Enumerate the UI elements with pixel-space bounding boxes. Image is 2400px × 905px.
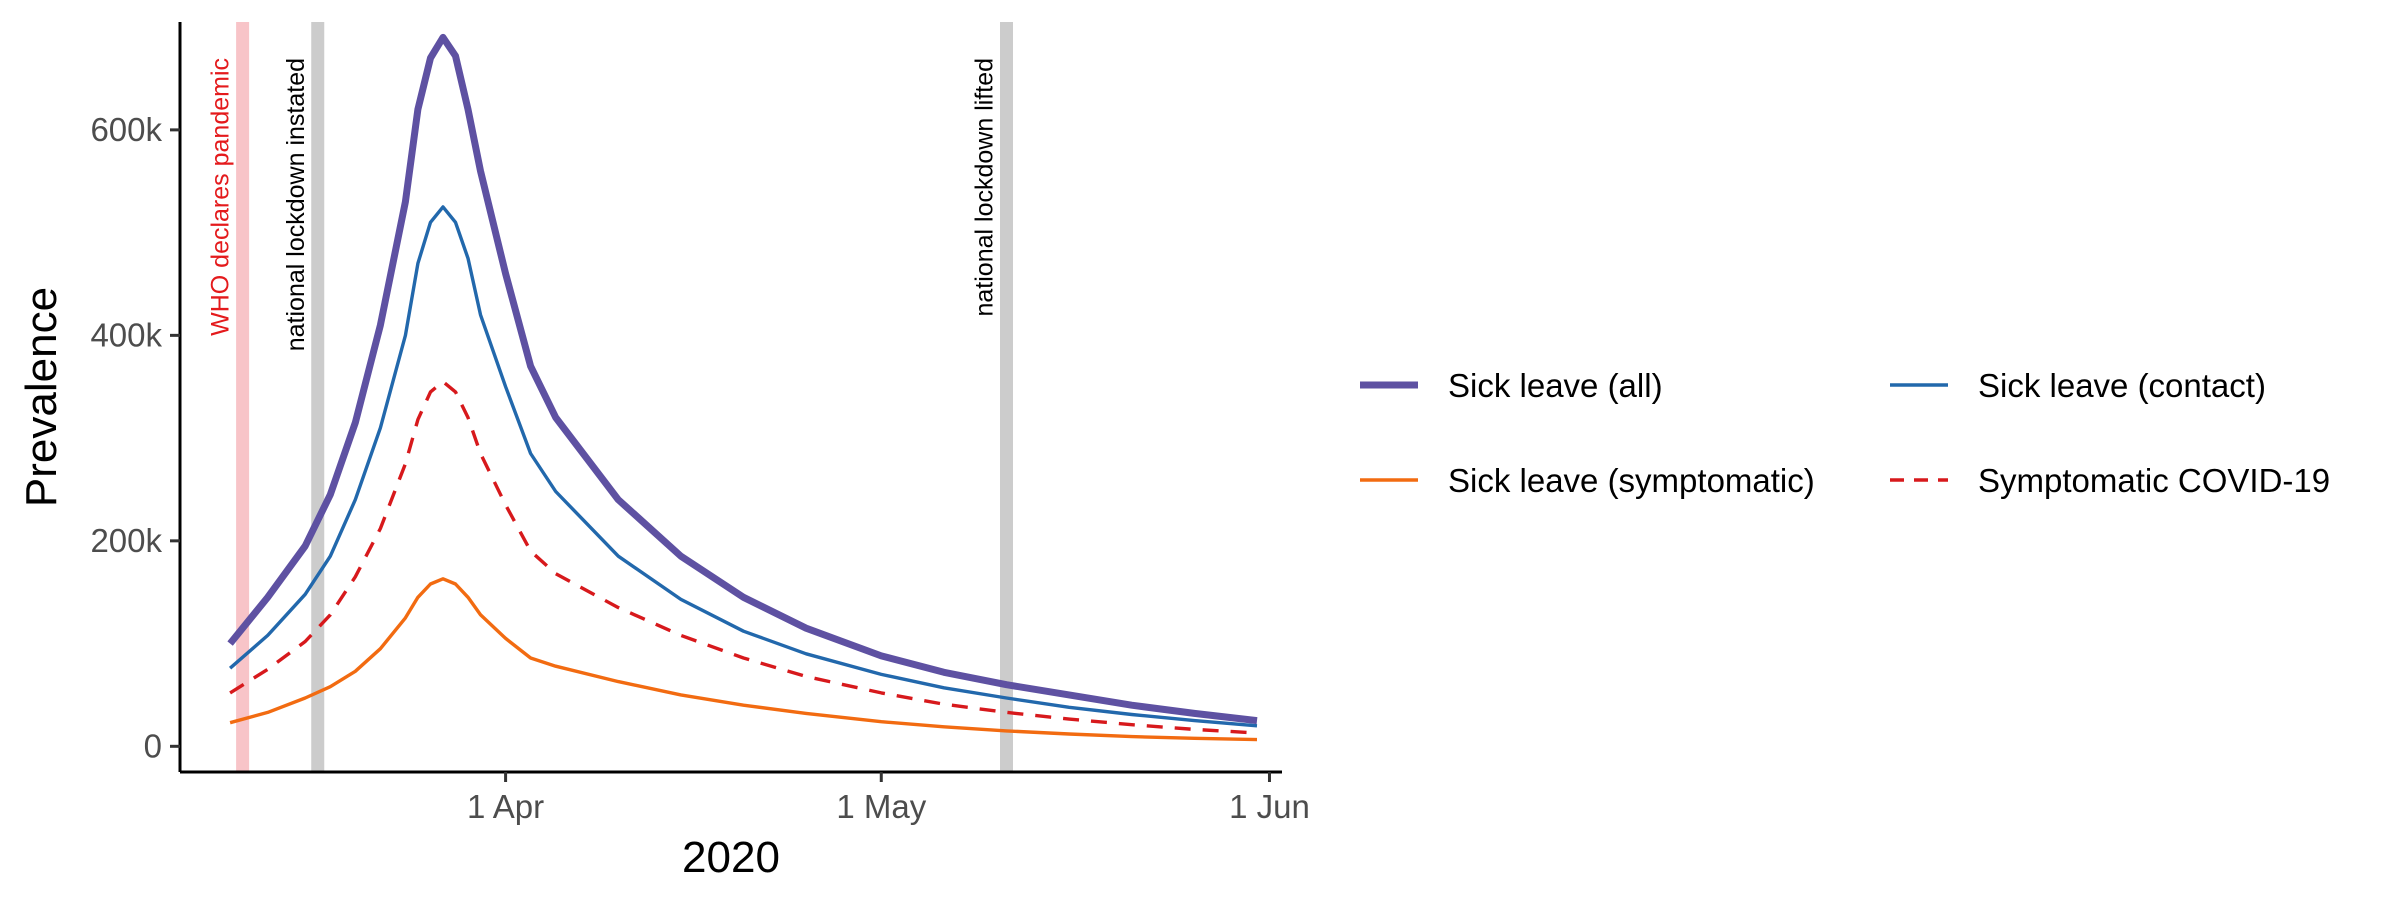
x-tick-label-0: 1 Apr (467, 788, 544, 825)
legend-item-1: Sick leave (contact) (1890, 367, 2266, 404)
legend-label-2: Sick leave (symptomatic) (1448, 462, 1815, 499)
series-line-3 (229, 379, 1258, 735)
legend-item-3: Symptomatic COVID-19 (1890, 462, 2330, 499)
y-tick-label-3: 600k (90, 111, 162, 148)
y-tick-label-2: 400k (90, 316, 162, 353)
y-tick-label-1: 200k (90, 522, 162, 559)
legend-item-0: Sick leave (all) (1360, 367, 1663, 404)
axes: 0 200k 400k 600k 1 Apr 1 May 1 Jun 2020 Prevalen… (17, 22, 1310, 882)
event-line-label-0: WHO declares pandemic (207, 58, 235, 336)
legend-label-1: Sick leave (contact) (1978, 367, 2266, 404)
series-line-2 (229, 577, 1258, 742)
event-lines: WHO declares pandemic national lockdown i… (207, 22, 1013, 772)
x-tick-label-2: 1 Jun (1229, 788, 1310, 825)
series-line-1 (228, 205, 1258, 728)
x-axis-title: 2020 (682, 833, 780, 882)
event-line-label-2: national lockdown lifted (971, 58, 999, 317)
event-line-label-1: national lockdown instated (282, 58, 310, 351)
series-line-0 (227, 33, 1258, 725)
legend-item-2: Sick leave (symptomatic) (1360, 462, 1815, 499)
legend: Sick leave (all) Sick leave (contact) Sick… (1360, 367, 2330, 499)
y-tick-label-0: 0 (144, 727, 162, 764)
legend-label-3: Symptomatic COVID-19 (1978, 462, 2330, 499)
series-lines (227, 33, 1258, 742)
legend-label-0: Sick leave (all) (1448, 367, 1663, 404)
x-tick-label-1: 1 May (836, 788, 926, 825)
y-axis-title: Prevalence (17, 287, 66, 507)
